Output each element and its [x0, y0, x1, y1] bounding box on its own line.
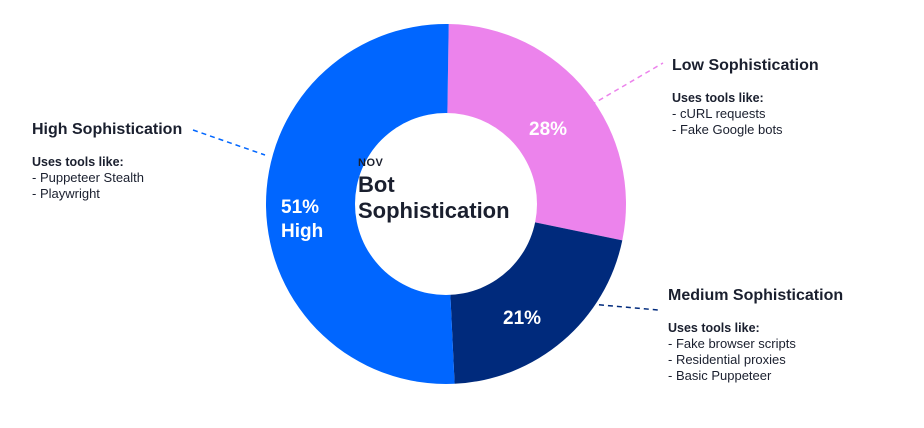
slice-label-medium: 21%: [503, 308, 542, 329]
leader-line-medium: [589, 303, 659, 311]
callout-low: Low Sophistication Uses tools like: - cU…: [672, 57, 819, 138]
slice-label-low: 28%: [529, 119, 568, 140]
slice-sublabel-high: High: [281, 221, 324, 242]
donut-hole: [355, 113, 537, 295]
chart-center-title: NOV Bot Sophistication: [358, 157, 510, 224]
callout-tool-item: - Playwright: [32, 186, 100, 201]
leader-line-low: [590, 62, 664, 106]
slice-label-high: 51% High: [281, 196, 323, 244]
callout-tool-item: - Puppeteer Stealth: [32, 170, 145, 185]
callout-title-medium: Medium Sophistication: [668, 287, 844, 304]
slice-percent-high: 51%: [281, 197, 320, 218]
callout-tools-label-medium: Uses tools like:: [668, 321, 760, 335]
callout-tool-item: - Residential proxies: [668, 352, 786, 367]
callout-tool-item: - Fake Google bots: [672, 122, 783, 137]
callout-tools-label-high: Uses tools like:: [32, 155, 124, 169]
callout-tool-item: - Basic Puppeteer: [668, 368, 772, 383]
callout-high: High Sophistication Uses tools like: - P…: [32, 121, 182, 202]
callout-tools-label-low: Uses tools like:: [672, 91, 764, 105]
callout-title-low: Low Sophistication: [672, 57, 819, 74]
callout-medium: Medium Sophistication Uses tools like: -…: [668, 287, 843, 384]
chart-title: Bot Sophistication: [358, 172, 510, 223]
callout-title-high: High Sophistication: [32, 121, 183, 138]
leader-line-high: [192, 129, 266, 156]
chart-subtitle: NOV: [358, 157, 384, 169]
callout-tool-item: - Fake browser scripts: [668, 336, 796, 351]
callout-tool-item: - cURL requests: [672, 106, 766, 121]
